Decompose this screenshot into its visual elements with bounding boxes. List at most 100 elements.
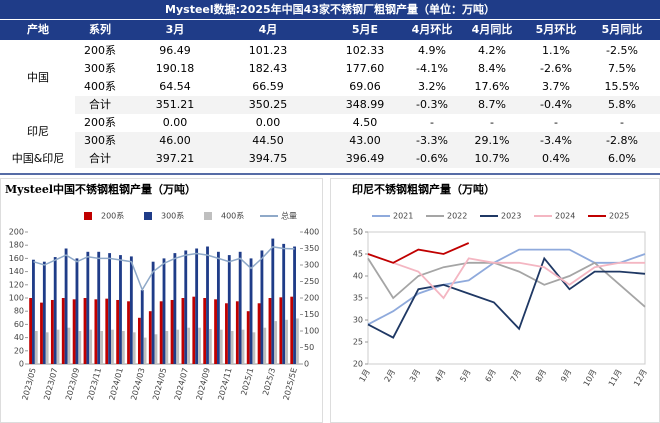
table-cell: -4.1% (416, 62, 448, 75)
x-tick-label: 2023/11 (86, 367, 103, 401)
x-tick-label: 2023/09 (64, 367, 81, 401)
series-line (367, 256, 646, 339)
x-tick-label: 2023/05 (20, 367, 37, 401)
bar (219, 329, 223, 364)
table-cell: - (490, 116, 494, 129)
table-cell: -0.6% (416, 152, 448, 165)
bar (282, 243, 286, 364)
table-cell: 3.2% (418, 80, 446, 93)
bar (192, 296, 196, 364)
bar (176, 329, 180, 364)
table-cell: 8.7% (478, 98, 506, 111)
y2-tick-label: 200 (304, 294, 319, 303)
bar (184, 250, 188, 364)
table-cell: 351.21 (156, 98, 195, 111)
table-cell: - (430, 116, 434, 129)
table-cell: 29.1% (475, 134, 510, 147)
series-line (367, 242, 470, 264)
bar (159, 301, 163, 364)
table-cell: 0.00 (256, 116, 281, 129)
bar (271, 238, 275, 364)
bar (29, 298, 33, 364)
bar (295, 318, 299, 364)
x-tick-label: 10月 (582, 368, 599, 388)
y2-tick-label: 300 (304, 261, 319, 270)
bar (34, 331, 38, 364)
bar (129, 256, 133, 364)
x-tick-label: 2024/09 (195, 367, 212, 401)
legend-label: 200系 (101, 211, 124, 221)
header-cell: 4月环比 (412, 22, 453, 36)
region-label: 中国&印尼 (12, 152, 65, 165)
legend-label: 2024 (555, 212, 575, 221)
y2-tick-label: 0 (304, 360, 309, 369)
header-bar (0, 20, 660, 40)
legend-swatch (144, 212, 152, 220)
total-line (33, 246, 295, 292)
header-cell: 5月同比 (602, 22, 643, 36)
bar (187, 327, 191, 364)
x-tick-label: 2023/07 (42, 367, 59, 401)
y-tick-label: 120 (9, 280, 24, 289)
y2-tick-label: 350 (304, 244, 319, 253)
bar (285, 319, 288, 364)
bar (50, 299, 54, 364)
table-cell: 0.00 (163, 116, 188, 129)
legend-label: 总量 (281, 211, 297, 221)
header-cell: 4月同比 (472, 22, 513, 36)
table-cell: 合计 (89, 97, 111, 111)
table-cell: -0.3% (416, 98, 448, 111)
legend-label: 2023 (501, 212, 521, 221)
table-cell: 43.00 (349, 134, 381, 147)
y-tick-label: 20 (14, 346, 24, 355)
table-cell: 4.2% (478, 44, 506, 57)
bar (72, 299, 76, 364)
bar (127, 301, 130, 364)
table-cell: -0.4% (540, 98, 572, 111)
table-cell: 397.21 (156, 152, 195, 165)
bar (263, 327, 267, 364)
plot-frame (367, 231, 646, 365)
bar (89, 329, 93, 364)
x-tick-label: 2024/05 (151, 367, 168, 401)
y-tick-label: 200 (9, 228, 24, 237)
y2-tick-label: 150 (304, 310, 319, 319)
table-cell: - (554, 116, 558, 129)
x-tick-label: 9月 (559, 368, 573, 384)
bar (108, 253, 112, 364)
bar (227, 255, 231, 364)
bar (83, 298, 87, 364)
bar (67, 327, 71, 364)
x-tick-label: 5月 (458, 368, 472, 384)
table-cell: -3.3% (416, 134, 448, 147)
x-tick-label: 8月 (534, 368, 548, 384)
bar (78, 331, 82, 364)
table-cell: 300系 (84, 62, 116, 75)
title-bar (0, 0, 660, 19)
table-cell: 15.5% (605, 80, 640, 93)
bar (249, 258, 253, 364)
table-cell: 200系 (84, 116, 116, 129)
y-tick-label: 80 (14, 307, 24, 316)
region-label: 中国 (27, 71, 49, 84)
y2-tick-label: 50 (304, 343, 314, 352)
table-cell: 8.4% (478, 62, 506, 75)
table-cell: 96.49 (159, 44, 191, 57)
table-cell: 66.59 (252, 80, 284, 93)
table-cell: 7.5% (608, 62, 636, 75)
y-tick-label: 60 (14, 320, 24, 329)
table-cell: 101.23 (249, 44, 288, 57)
bar (111, 329, 114, 364)
bar (195, 248, 199, 364)
y-tick-label: 160 (9, 254, 24, 263)
table-cell: 69.06 (349, 80, 381, 93)
table-cell: 300系 (84, 134, 116, 147)
x-tick-label: 2025/5E (282, 367, 299, 401)
bar (230, 331, 234, 364)
table-cell: -2.5% (606, 44, 638, 57)
x-tick-label: 2024/11 (216, 367, 233, 401)
bar (148, 311, 152, 364)
bar (40, 302, 43, 364)
table-cell: 64.54 (159, 80, 191, 93)
table-cell: 348.99 (346, 98, 385, 111)
